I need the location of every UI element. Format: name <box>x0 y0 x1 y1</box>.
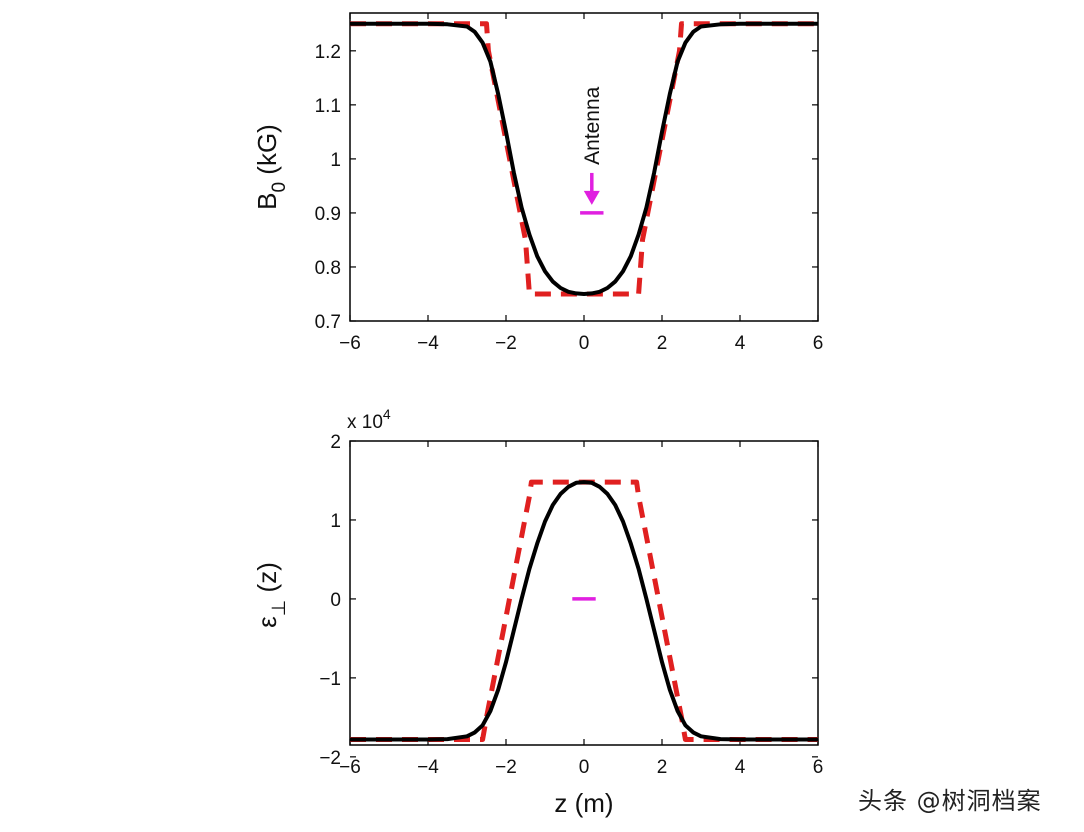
y-tick-label: 0.9 <box>315 204 341 225</box>
annotation-layer: Antenna <box>580 86 604 215</box>
x-tick-label: 6 <box>813 333 824 354</box>
x-tick-label: 2 <box>657 757 668 778</box>
y-ticks: 0.7 0.8 0.9 1 1.1 1.2 <box>315 42 818 333</box>
x-ticks: −6 −4 −2 0 2 4 6 <box>339 441 823 778</box>
y-label-main: ε <box>252 616 282 628</box>
y-axis-label: B0 (kG) <box>252 124 290 210</box>
y-tick-label: −2 <box>319 748 341 769</box>
x-tick-label: 0 <box>579 757 590 778</box>
plot-frame <box>349 12 819 322</box>
dashed-series-line <box>350 479 818 742</box>
y-tick-label: 1.1 <box>315 96 341 117</box>
y-label-main: B <box>252 193 282 210</box>
x-tick-label: 6 <box>813 757 824 778</box>
y-tick-label: 0.7 <box>315 312 341 333</box>
series-layer <box>350 21 818 297</box>
y-axis-label: ε⊥ (z) <box>252 562 290 628</box>
y-tick-label: 1 <box>330 150 341 171</box>
x-tick-label: 2 <box>657 333 668 354</box>
x-axis-label: z (m) <box>554 788 613 818</box>
y-multiplier: x 104 <box>347 406 391 433</box>
y-tick-label: 0 <box>330 590 341 611</box>
x-ticks: −6 −4 −2 0 2 4 6 <box>339 13 823 354</box>
y-ticks: −2 −1 0 1 2 <box>319 432 818 769</box>
solid-series-line <box>350 21 818 296</box>
y-tick-label: 0.8 <box>315 258 341 279</box>
series-layer <box>350 479 818 742</box>
y-label-sub: 0 <box>269 182 290 193</box>
x-tick-label: −2 <box>495 333 517 354</box>
y-tick-label: 1 <box>330 511 341 532</box>
x-tick-label: 4 <box>735 757 746 778</box>
x-tick-label: −6 <box>339 333 361 354</box>
plot-frame <box>349 440 819 746</box>
x-tick-label: −6 <box>339 757 361 778</box>
y-multiplier-exp: 4 <box>383 406 391 422</box>
dashed-series-line <box>350 21 818 297</box>
x-tick-label: 0 <box>579 333 590 354</box>
x-tick-label: 4 <box>735 333 746 354</box>
x-tick-label: −2 <box>495 757 517 778</box>
b0-plot: −6 −4 −2 0 2 4 6 0.70.80.911.11.2 Antenna B0 (… <box>252 12 823 354</box>
y-tick-label: 2 <box>330 432 341 453</box>
x-tick-label: −4 <box>417 333 439 354</box>
antenna-label: Antenna <box>581 86 604 165</box>
x-tick-label: −4 <box>417 757 439 778</box>
y-label-unit: (kG) <box>252 124 282 182</box>
y-tick-label: 1.2 <box>315 42 341 63</box>
y-label-sub: ⊥ <box>269 600 290 617</box>
y-tick-label: −1 <box>319 669 341 690</box>
solid-series-line <box>350 480 818 742</box>
y-label-unit: (z) <box>252 562 282 600</box>
watermark: 头条 @树洞档案 <box>858 787 1042 815</box>
antenna-arrow-head <box>583 190 600 205</box>
y-multiplier-prefix: x 10 <box>347 412 383 433</box>
